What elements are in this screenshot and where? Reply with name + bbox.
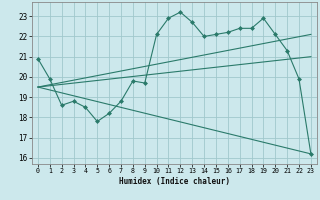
X-axis label: Humidex (Indice chaleur): Humidex (Indice chaleur) [119, 177, 230, 186]
